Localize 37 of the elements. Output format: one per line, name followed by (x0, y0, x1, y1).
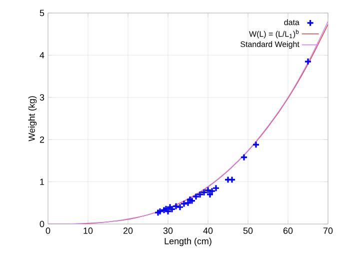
y-tick-label: 0 (40, 220, 44, 228)
y-tick-label: 4 (40, 52, 44, 58)
point (184, 199, 192, 207)
point (204, 186, 212, 194)
x-tick-label: 50 (243, 228, 253, 234)
x-axis-title: Length (cm) (164, 238, 212, 246)
y-tick-label: 5 (40, 10, 44, 16)
point (304, 58, 312, 66)
y-tick-label: 2 (40, 136, 44, 143)
y-tick-label: 3 (40, 94, 44, 101)
point (186, 196, 194, 204)
point (156, 208, 164, 216)
point (224, 176, 232, 184)
point (166, 203, 174, 211)
x-tick-label: 40 (203, 228, 213, 234)
point (168, 205, 176, 214)
x-tick-label: 70 (323, 228, 333, 234)
point (188, 197, 196, 205)
y-axis-title: Weight (kg) (28, 96, 37, 142)
point (172, 202, 180, 210)
x-tick-label: 0 (46, 228, 50, 234)
point (176, 203, 184, 211)
point (240, 154, 248, 162)
point (160, 206, 168, 214)
point (196, 190, 204, 198)
point (228, 176, 236, 184)
x-tick-label: 30 (163, 228, 173, 234)
point (154, 208, 162, 216)
point (208, 187, 216, 195)
x-tick-label: 10 (84, 228, 93, 234)
point (192, 192, 200, 200)
point (180, 200, 188, 208)
y-tick-label: 1 (40, 178, 44, 185)
point (212, 184, 220, 192)
point (252, 140, 260, 148)
x-tick-label: 60 (283, 228, 293, 234)
x-tick-label: 20 (123, 228, 133, 234)
